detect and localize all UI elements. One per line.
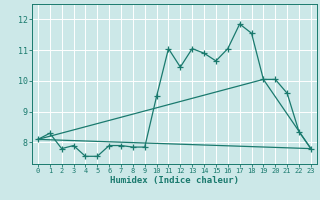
X-axis label: Humidex (Indice chaleur): Humidex (Indice chaleur) xyxy=(110,176,239,185)
